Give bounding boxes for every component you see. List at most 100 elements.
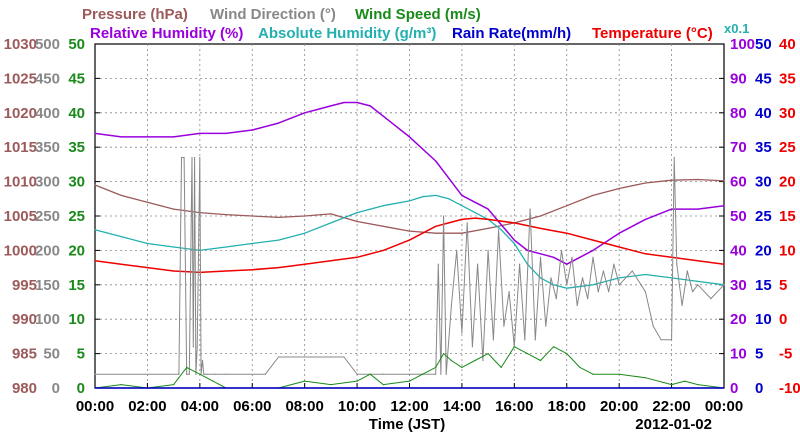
data-point-wind_speed — [443, 353, 445, 355]
data-point-wind_direction — [199, 156, 201, 159]
data-point-wind_direction — [587, 298, 589, 300]
y-tick-label-temperature: 30 — [779, 105, 796, 122]
data-point-absolute_humidity — [422, 196, 424, 198]
data-point-absolute_humidity — [644, 273, 647, 276]
data-point-relative_humidity — [526, 249, 529, 251]
data-point-relative_humidity — [173, 136, 175, 138]
y-tick-label-wind_direction: 50 — [43, 346, 60, 363]
data-point-wind_direction — [192, 346, 194, 348]
data-point-relative_humidity — [513, 239, 515, 241]
data-point-pressure — [723, 180, 725, 182]
data-point-relative_humidity — [356, 101, 358, 104]
y-tick-label-rain_rate: 25 — [755, 208, 772, 225]
data-point-wind_speed — [356, 380, 358, 382]
data-point-relative_humidity — [251, 129, 253, 131]
data-point-absolute_humidity — [304, 232, 306, 234]
y-tick-label-wind_direction: 150 — [35, 277, 60, 294]
y-tick-label-rain_rate: 35 — [755, 139, 772, 156]
x-tick-label: 02:00 — [128, 398, 166, 415]
data-point-wind_direction — [503, 325, 505, 327]
data-point-wind_speed — [474, 359, 476, 362]
data-point-wind_direction — [534, 339, 536, 341]
y-tick-label-rain_rate: 10 — [755, 311, 772, 328]
y-tick-label-relative_humidity: 40 — [730, 242, 747, 259]
y-tick-label-relative_humidity: 20 — [730, 311, 747, 328]
legend-temperature: Temperature (°C) — [592, 25, 713, 42]
data-point-relative_humidity — [382, 115, 384, 117]
data-point-absolute_humidity — [330, 222, 332, 224]
data-point-relative_humidity — [199, 132, 201, 134]
data-point-wind_direction — [571, 256, 573, 258]
data-point-relative_humidity — [697, 208, 699, 210]
data-point-wind_direction — [188, 373, 190, 375]
y-tick-label-rain_rate: 30 — [755, 174, 772, 191]
data-point-wind_direction — [618, 284, 620, 286]
data-point-wind_direction — [492, 339, 494, 341]
data-point-absolute_humidity — [356, 212, 358, 214]
data-point-wind_speed — [579, 366, 581, 368]
data-point-wind_direction — [613, 263, 615, 265]
y-tick-label-rain_rate: 5 — [755, 346, 763, 363]
data-point-pressure — [251, 215, 253, 217]
y-tick-label-temperature: 0 — [779, 311, 787, 328]
y-tick-label-wind_speed: 40 — [68, 105, 85, 122]
data-point-pressure — [644, 182, 647, 184]
data-point-wind_speed — [671, 384, 673, 386]
data-point-wind_direction — [597, 291, 599, 293]
y-tick-label-rain_rate: 0 — [755, 380, 763, 397]
x-tick-label: 18:00 — [548, 398, 586, 415]
data-point-wind_speed — [382, 384, 384, 386]
data-point-wind_speed — [539, 359, 542, 362]
data-point-wind_direction — [201, 359, 204, 362]
data-point-temperature — [225, 270, 227, 272]
data-point-relative_humidity — [723, 205, 725, 207]
data-point-temperature — [592, 239, 594, 241]
y-tick-label-wind_direction: 500 — [35, 36, 60, 53]
data-point-wind_direction — [487, 249, 489, 251]
data-point-wind_direction — [723, 284, 725, 286]
data-point-wind_direction — [524, 339, 526, 341]
data-point-wind_direction — [539, 256, 542, 258]
data-point-wind_direction — [304, 356, 306, 358]
data-point-absolute_humidity — [618, 277, 620, 279]
y-tick-label-relative_humidity: 60 — [730, 174, 747, 191]
y-tick-label-wind_speed: 50 — [68, 36, 85, 53]
data-point-pressure — [304, 215, 306, 217]
y-tick-label-rain_rate: 50 — [755, 36, 772, 53]
data-point-pressure — [225, 214, 227, 216]
y-tick-label-wind_speed: 45 — [68, 70, 85, 87]
data-point-wind_speed — [500, 366, 502, 368]
data-point-wind_direction — [466, 222, 468, 224]
y-tick-label-wind_speed: 35 — [68, 139, 85, 156]
y-tick-label-wind_speed: 5 — [77, 346, 85, 363]
data-point-temperature — [671, 256, 673, 258]
data-point-absolute_humidity — [94, 229, 96, 231]
data-point-relative_humidity — [343, 101, 345, 104]
data-point-temperature — [173, 270, 175, 272]
data-point-temperature — [356, 256, 358, 258]
data-point-absolute_humidity — [539, 277, 542, 279]
y-tick-label-relative_humidity: 30 — [730, 277, 747, 294]
data-point-wind_direction — [382, 373, 384, 375]
data-point-wind_direction — [183, 156, 185, 159]
y-tick-label-rain_rate: 45 — [755, 70, 772, 87]
data-point-absolute_humidity — [277, 239, 280, 241]
y-tick-label-wind_direction: 100 — [35, 311, 60, 328]
data-point-wind_speed — [173, 384, 175, 386]
y-tick-label-wind_direction: 450 — [35, 70, 60, 87]
y-tick-label-temperature: 10 — [779, 242, 796, 259]
data-point-relative_humidity — [408, 136, 411, 138]
y-tick-label-relative_humidity: 80 — [730, 105, 747, 122]
y-tick-label-rain_rate: 20 — [755, 242, 772, 259]
y-tick-label-wind_direction: 350 — [35, 139, 60, 156]
data-point-wind_direction — [178, 373, 180, 375]
data-point-wind_direction — [435, 373, 437, 375]
y-tick-label-wind_speed: 20 — [68, 242, 85, 259]
data-point-wind_direction — [631, 270, 633, 272]
legend-rain-scale-note: x0.1 — [724, 21, 749, 36]
y-tick-label-relative_humidity: 70 — [730, 139, 747, 156]
x-tick-label: 20:00 — [600, 398, 638, 415]
x-tick-label: 10:00 — [338, 398, 376, 415]
data-point-temperature — [644, 253, 647, 255]
